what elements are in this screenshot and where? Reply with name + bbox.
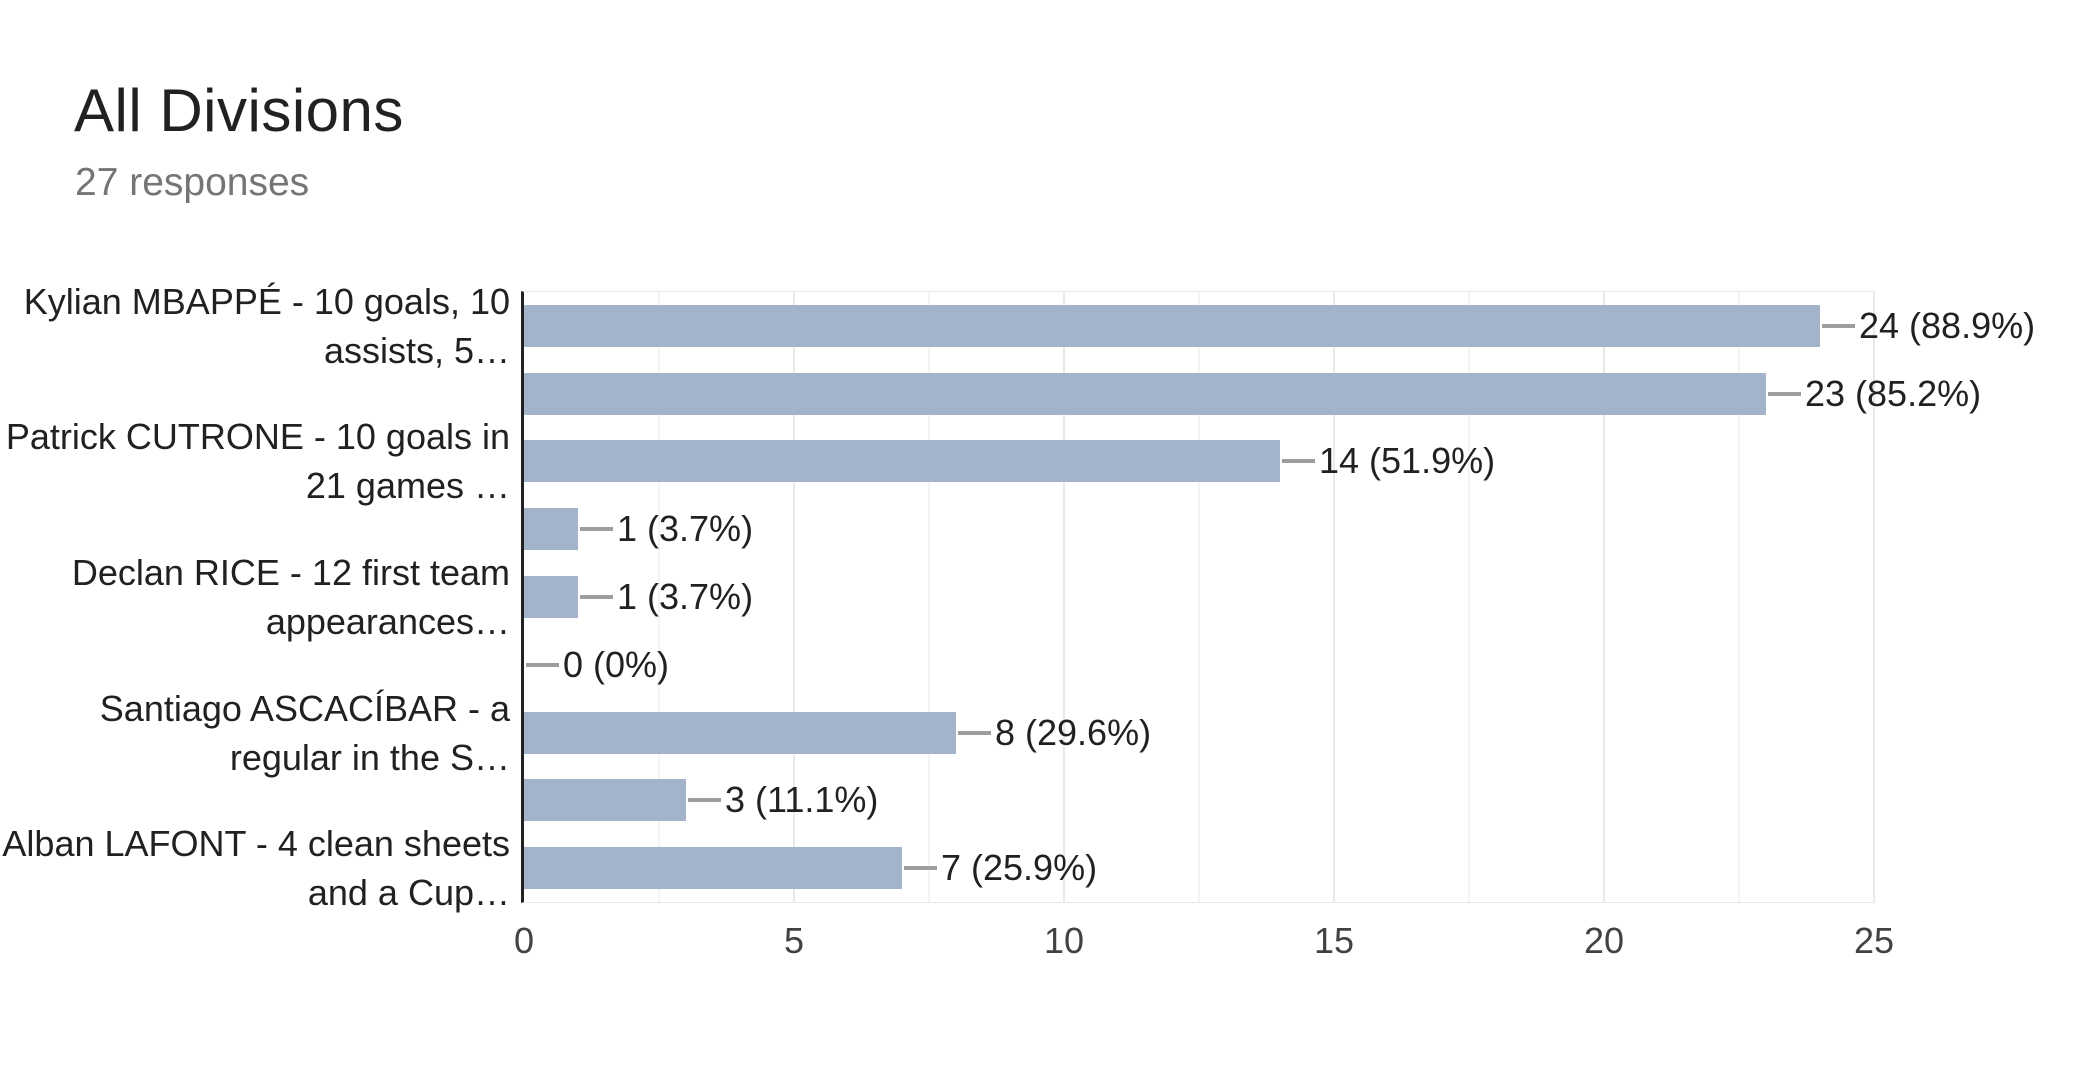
plot-area: 24 (88.9%) 23 (85.2%) 14 (51.9%) 1 (3.7%) 1 … xyxy=(521,291,2035,903)
category-label: Santiago ASCACÍBAR - a regular in the S… xyxy=(100,684,510,782)
category-label-line: and a Cup… xyxy=(307,872,510,914)
category-labels: Kylian MBAPPÉ - 10 goals, 10 assists, 5… P… xyxy=(0,281,510,913)
major-gridline xyxy=(1603,292,1605,902)
category-label-line: regular in the S… xyxy=(229,736,510,778)
bar xyxy=(524,779,686,822)
minor-gridline xyxy=(658,292,660,902)
major-gridline xyxy=(1333,292,1335,902)
value-callout-line xyxy=(688,798,721,803)
value-callout-line xyxy=(1822,323,1855,328)
category-label: Alban LAFONT - 4 clean sheets and a Cup… xyxy=(2,819,510,917)
value-label: 3 (11.1%) xyxy=(725,779,879,821)
bar xyxy=(524,576,578,618)
major-gridline xyxy=(1063,292,1065,902)
minor-gridline xyxy=(928,292,930,902)
value-callout-line xyxy=(1768,391,1801,396)
chart-title: All Divisions xyxy=(74,77,404,144)
value-label: 7 (25.9%) xyxy=(941,847,1098,889)
minor-gridline xyxy=(1468,292,1470,902)
response-count: 27 responses xyxy=(75,161,310,204)
category-label: Kylian MBAPPÉ - 10 goals, 10 assists, 5… xyxy=(24,277,510,375)
major-gridline xyxy=(1873,292,1875,902)
value-label: 23 (85.2%) xyxy=(1805,372,1982,414)
category-label-line: 21 games … xyxy=(305,465,510,507)
category-label-line: Patrick CUTRONE - 10 goals in xyxy=(5,416,510,458)
bar xyxy=(524,440,1280,483)
x-tick-label: 10 xyxy=(1043,920,1085,961)
bar xyxy=(524,847,902,890)
value-callout-line xyxy=(580,527,613,532)
minor-gridline xyxy=(1198,292,1200,902)
category-label-line: Santiago ASCACÍBAR - a xyxy=(99,687,510,729)
category-label: Declan RICE - 12 first team appearances… xyxy=(72,548,510,646)
value-callout-line xyxy=(580,595,613,599)
x-tick-label: 0 xyxy=(513,920,535,961)
x-tick-label: 25 xyxy=(1853,920,1895,961)
value-label: 1 (3.7%) xyxy=(617,508,754,550)
value-callout-line xyxy=(526,662,559,667)
category-label-line: Declan RICE - 12 first team xyxy=(71,552,510,593)
x-tick-label: 20 xyxy=(1583,920,1625,961)
x-axis: 0 5 10 15 20 25 xyxy=(514,902,1894,972)
value-callout-line xyxy=(1282,459,1315,464)
value-callout-line xyxy=(904,866,937,871)
value-label: 24 (88.9%) xyxy=(1859,304,2036,346)
category-label-line: assists, 5… xyxy=(323,329,510,371)
bar xyxy=(524,711,956,754)
minor-gridline xyxy=(1738,292,1740,902)
x-tick-label: 5 xyxy=(783,920,805,961)
category-label: Patrick CUTRONE - 10 goals in 21 games … xyxy=(6,412,510,510)
major-gridline xyxy=(793,292,795,902)
value-label: 0 (0%) xyxy=(563,643,670,685)
category-label-line: Kylian MBAPPÉ - 10 goals, 10 xyxy=(23,280,510,322)
category-label-line: Alban LAFONT - 4 clean sheets xyxy=(2,823,510,865)
x-tick-label: 15 xyxy=(1313,920,1355,961)
bar xyxy=(524,304,1820,347)
bar xyxy=(524,508,578,551)
value-label: 14 (51.9%) xyxy=(1319,440,1496,482)
category-label-line: appearances… xyxy=(265,601,510,642)
value-label: 8 (29.6%) xyxy=(995,711,1152,753)
bar xyxy=(524,372,1766,415)
value-callout-line xyxy=(958,730,991,735)
value-label: 1 (3.7%) xyxy=(617,576,754,617)
